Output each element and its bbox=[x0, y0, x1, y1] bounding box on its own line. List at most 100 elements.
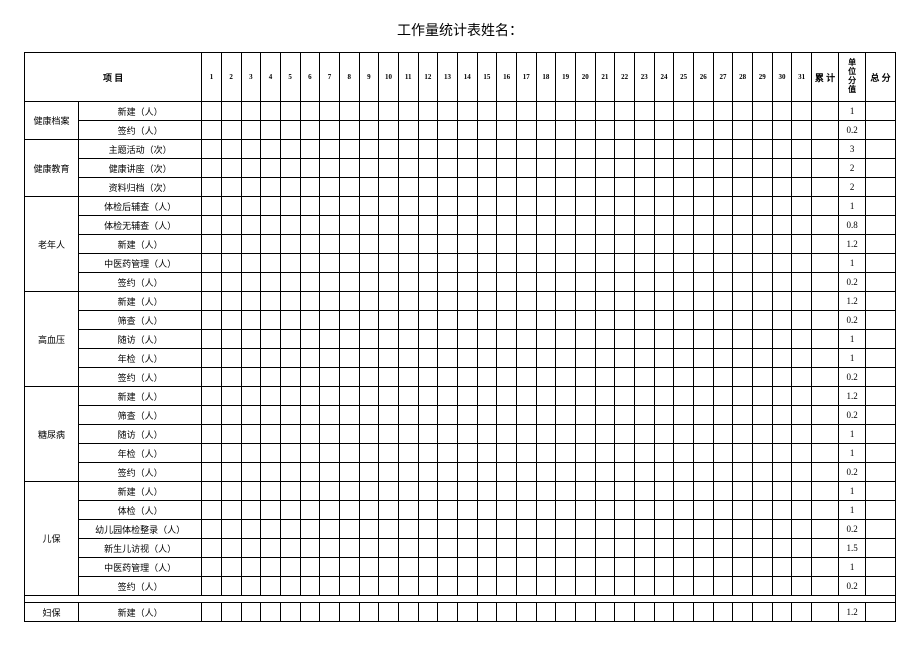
day-cell bbox=[280, 121, 300, 140]
day-cell bbox=[300, 425, 320, 444]
day-cell bbox=[654, 235, 674, 254]
day-cell bbox=[202, 254, 222, 273]
day-cell bbox=[654, 254, 674, 273]
day-cell bbox=[457, 482, 477, 501]
day-cell bbox=[497, 254, 517, 273]
day-cell bbox=[320, 501, 340, 520]
day-cell bbox=[221, 273, 241, 292]
day-cell bbox=[615, 235, 635, 254]
day-cell bbox=[595, 368, 615, 387]
day-cell bbox=[202, 121, 222, 140]
day-cell bbox=[359, 197, 379, 216]
day-cell bbox=[693, 387, 713, 406]
day-cell bbox=[477, 273, 497, 292]
day-cell bbox=[772, 387, 792, 406]
day-cell bbox=[339, 273, 359, 292]
table-row: 筛查（人）0.2 bbox=[25, 406, 896, 425]
day-cell bbox=[634, 235, 654, 254]
day-cell bbox=[261, 425, 281, 444]
day-cell bbox=[202, 463, 222, 482]
day-cell bbox=[752, 425, 772, 444]
unit-cell: 0.2 bbox=[839, 577, 866, 596]
header-total: 总 分 bbox=[866, 53, 896, 102]
day-cell bbox=[261, 349, 281, 368]
day-cell bbox=[516, 558, 536, 577]
day-cell bbox=[792, 121, 812, 140]
sum-cell bbox=[811, 444, 838, 463]
day-cell bbox=[752, 140, 772, 159]
day-cell bbox=[457, 501, 477, 520]
day-cell bbox=[221, 539, 241, 558]
day-cell bbox=[398, 425, 418, 444]
day-cell bbox=[595, 140, 615, 159]
day-cell bbox=[320, 178, 340, 197]
day-cell bbox=[536, 603, 556, 622]
day-cell bbox=[575, 558, 595, 577]
day-cell bbox=[320, 520, 340, 539]
day-cell bbox=[556, 235, 576, 254]
day-cell bbox=[497, 159, 517, 178]
day-cell bbox=[674, 406, 694, 425]
day-cell bbox=[733, 558, 753, 577]
day-cell bbox=[634, 444, 654, 463]
day-cell bbox=[713, 539, 733, 558]
day-cell bbox=[320, 577, 340, 596]
header-day-13: 13 bbox=[438, 53, 458, 102]
day-cell bbox=[615, 558, 635, 577]
day-cell bbox=[516, 349, 536, 368]
day-cell bbox=[300, 140, 320, 159]
day-cell bbox=[536, 349, 556, 368]
day-cell bbox=[359, 235, 379, 254]
day-cell bbox=[634, 520, 654, 539]
day-cell bbox=[556, 425, 576, 444]
sum-cell bbox=[811, 368, 838, 387]
day-cell bbox=[752, 368, 772, 387]
day-cell bbox=[438, 463, 458, 482]
header-day-1: 1 bbox=[202, 53, 222, 102]
day-cell bbox=[654, 368, 674, 387]
header-day-31: 31 bbox=[792, 53, 812, 102]
day-cell bbox=[654, 292, 674, 311]
day-cell bbox=[536, 197, 556, 216]
sum-cell bbox=[811, 292, 838, 311]
day-cell bbox=[713, 102, 733, 121]
unit-cell: 1.2 bbox=[839, 235, 866, 254]
day-cell bbox=[202, 159, 222, 178]
day-cell bbox=[300, 387, 320, 406]
item-cell: 新生儿访视（人） bbox=[79, 539, 202, 558]
item-cell: 新建（人） bbox=[79, 482, 202, 501]
day-cell bbox=[713, 482, 733, 501]
day-cell bbox=[516, 197, 536, 216]
header-day-26: 26 bbox=[693, 53, 713, 102]
day-cell bbox=[595, 501, 615, 520]
day-cell bbox=[339, 577, 359, 596]
day-cell bbox=[497, 482, 517, 501]
day-cell bbox=[575, 140, 595, 159]
day-cell bbox=[241, 235, 261, 254]
day-cell bbox=[556, 159, 576, 178]
day-cell bbox=[634, 406, 654, 425]
day-cell bbox=[202, 140, 222, 159]
day-cell bbox=[379, 140, 399, 159]
day-cell bbox=[202, 539, 222, 558]
day-cell bbox=[359, 330, 379, 349]
day-cell bbox=[280, 387, 300, 406]
day-cell bbox=[556, 121, 576, 140]
day-cell bbox=[477, 330, 497, 349]
day-cell bbox=[674, 482, 694, 501]
header-day-9: 9 bbox=[359, 53, 379, 102]
day-cell bbox=[595, 311, 615, 330]
day-cell bbox=[477, 501, 497, 520]
day-cell bbox=[772, 311, 792, 330]
header-day-4: 4 bbox=[261, 53, 281, 102]
day-cell bbox=[792, 539, 812, 558]
sum-cell bbox=[811, 520, 838, 539]
day-cell bbox=[379, 292, 399, 311]
day-cell bbox=[261, 254, 281, 273]
day-cell bbox=[693, 501, 713, 520]
sum-cell bbox=[811, 330, 838, 349]
day-cell bbox=[634, 349, 654, 368]
day-cell bbox=[398, 102, 418, 121]
day-cell bbox=[772, 501, 792, 520]
table-row: 体检（人）1 bbox=[25, 501, 896, 520]
